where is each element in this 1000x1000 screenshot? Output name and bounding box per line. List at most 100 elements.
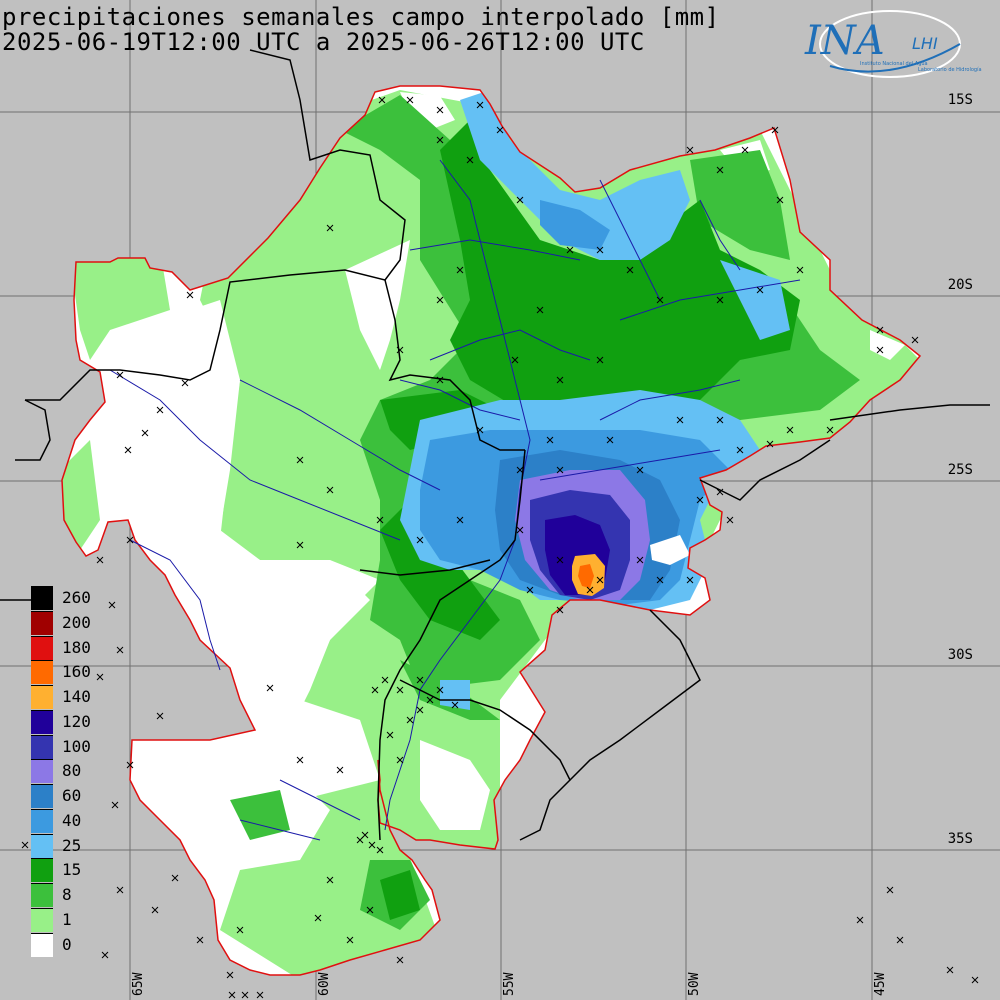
legend-label: 140 bbox=[62, 687, 91, 706]
station-marker bbox=[516, 466, 524, 474]
station-marker bbox=[376, 516, 384, 524]
station-marker bbox=[396, 346, 404, 354]
lon-label-55w: 55W bbox=[502, 972, 517, 996]
station-marker bbox=[381, 676, 389, 684]
station-marker bbox=[376, 846, 384, 854]
legend-swatch bbox=[31, 734, 53, 759]
legend-swatch bbox=[31, 808, 53, 833]
legend-label: 40 bbox=[62, 810, 82, 830]
station-marker bbox=[596, 356, 604, 364]
legend-swatch bbox=[31, 685, 53, 709]
station-marker bbox=[156, 712, 164, 720]
station-markers bbox=[21, 96, 979, 999]
station-marker bbox=[236, 926, 244, 934]
station-marker bbox=[476, 426, 484, 434]
station-marker bbox=[326, 224, 334, 232]
logo-caption-left: Instituto Nacional del Agua bbox=[860, 61, 928, 67]
station-marker bbox=[896, 936, 904, 944]
station-marker bbox=[296, 756, 304, 764]
legend-label: 0 bbox=[62, 934, 72, 954]
station-marker bbox=[371, 686, 379, 694]
station-marker bbox=[266, 684, 274, 692]
station-marker bbox=[696, 496, 704, 504]
lat-label-30s: 30S bbox=[947, 647, 973, 663]
station-marker bbox=[516, 526, 524, 534]
lat-label-15s: 15S bbox=[947, 92, 973, 108]
station-marker bbox=[126, 536, 134, 544]
station-marker bbox=[716, 488, 724, 496]
station-marker bbox=[971, 976, 979, 984]
ina-logo: INA LHI Instituto Nacional del Agua Labo… bbox=[800, 4, 982, 86]
station-marker bbox=[171, 874, 179, 882]
legend-swatch bbox=[31, 907, 53, 932]
station-marker bbox=[156, 406, 164, 414]
station-marker bbox=[626, 266, 634, 274]
station-marker bbox=[326, 486, 334, 494]
legend-label: 80 bbox=[62, 761, 82, 781]
station-marker bbox=[516, 196, 524, 204]
map-title: precipitaciones semanales campo interpol… bbox=[2, 3, 720, 31]
station-marker bbox=[116, 371, 124, 379]
legend-swatch bbox=[31, 932, 53, 957]
station-marker bbox=[386, 731, 394, 739]
legend-swatch bbox=[31, 660, 53, 685]
station-marker bbox=[636, 466, 644, 474]
logo-caption-right: Laboratorio de Hidrología bbox=[918, 67, 982, 73]
country-borders bbox=[0, 49, 990, 841]
station-marker bbox=[368, 841, 376, 849]
station-marker bbox=[726, 516, 734, 524]
lat-label-35s: 35S bbox=[947, 831, 973, 847]
station-marker bbox=[456, 516, 464, 524]
station-marker bbox=[676, 416, 684, 424]
station-marker bbox=[124, 446, 132, 454]
station-marker bbox=[406, 716, 414, 724]
station-marker bbox=[181, 379, 189, 387]
lat-label-20s: 20S bbox=[947, 277, 973, 293]
station-marker bbox=[226, 971, 234, 979]
station-marker bbox=[526, 586, 534, 594]
station-marker bbox=[466, 156, 474, 164]
lon-label-60w: 60W bbox=[317, 972, 332, 996]
station-marker bbox=[566, 246, 574, 254]
rivers bbox=[109, 159, 801, 841]
station-marker bbox=[776, 196, 784, 204]
station-marker bbox=[426, 696, 434, 704]
station-marker bbox=[876, 326, 884, 334]
legend-swatch bbox=[31, 858, 53, 883]
station-marker bbox=[336, 766, 344, 774]
station-marker bbox=[716, 166, 724, 174]
station-marker bbox=[556, 466, 564, 474]
station-marker bbox=[656, 576, 664, 584]
station-marker bbox=[96, 556, 104, 564]
station-marker bbox=[436, 686, 444, 694]
legend-swatch bbox=[31, 709, 53, 734]
station-marker bbox=[856, 916, 864, 924]
station-marker bbox=[536, 306, 544, 314]
legend-swatch bbox=[31, 586, 53, 610]
legend-swatch bbox=[31, 610, 53, 635]
station-marker bbox=[378, 96, 386, 104]
station-marker bbox=[656, 296, 664, 304]
legend-label: 200 bbox=[62, 612, 91, 632]
station-marker bbox=[756, 286, 764, 294]
station-marker bbox=[416, 706, 424, 714]
station-marker bbox=[406, 96, 414, 104]
station-marker bbox=[716, 296, 724, 304]
station-marker bbox=[741, 146, 749, 154]
station-marker bbox=[101, 951, 109, 959]
station-marker bbox=[436, 296, 444, 304]
station-marker bbox=[911, 336, 919, 344]
station-marker bbox=[596, 576, 604, 584]
station-marker bbox=[241, 991, 249, 999]
station-marker bbox=[596, 246, 604, 254]
station-marker bbox=[151, 906, 159, 914]
station-marker bbox=[396, 686, 404, 694]
station-marker bbox=[116, 646, 124, 654]
station-marker bbox=[96, 673, 104, 681]
station-marker bbox=[141, 429, 149, 437]
legend-label: 15 bbox=[62, 860, 82, 880]
station-marker bbox=[771, 126, 779, 134]
station-marker bbox=[556, 376, 564, 384]
map-period: 2025-06-19T12:00 UTC a 2025-06-26T12:00 … bbox=[2, 28, 645, 56]
